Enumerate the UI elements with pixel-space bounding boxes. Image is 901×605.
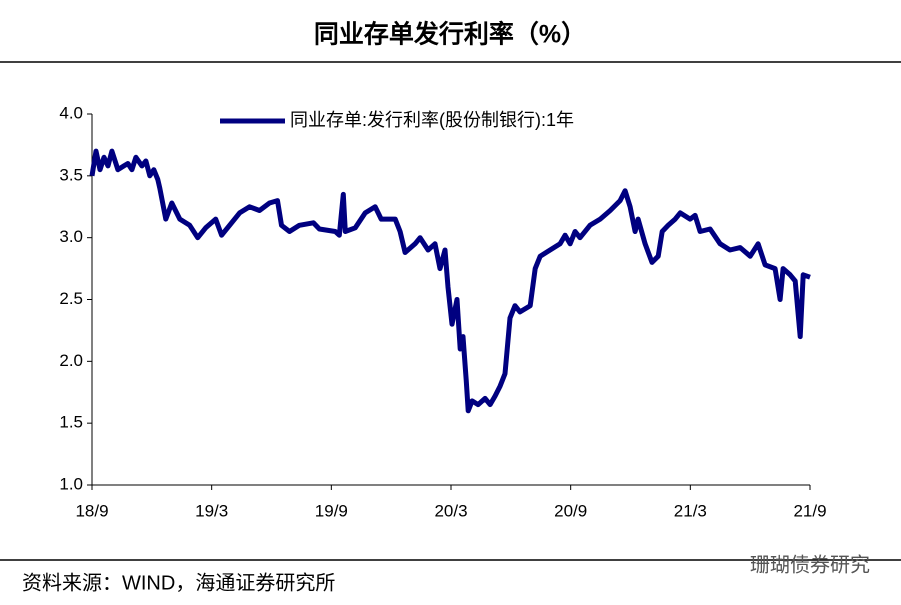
x-tick-label: 21/3 <box>674 501 707 520</box>
source-note: 资料来源：WIND，海通证券研究所 <box>22 571 335 594</box>
y-tick-label: 1.0 <box>59 474 83 493</box>
x-tick-label: 20/3 <box>434 501 467 520</box>
legend-label: 同业存单:发行利率(股份制银行):1年 <box>290 110 574 130</box>
watermark: 珊瑚债券研究 <box>750 553 870 576</box>
x-tick-label: 18/9 <box>75 501 108 520</box>
y-tick-label: 2.0 <box>59 351 83 370</box>
y-tick-label: 3.0 <box>59 227 83 246</box>
y-tick-label: 2.5 <box>59 289 83 308</box>
y-tick-label: 3.5 <box>59 165 83 184</box>
x-tick-label: 19/9 <box>315 501 348 520</box>
data-line <box>89 148 811 414</box>
x-tick-label: 20/9 <box>554 501 587 520</box>
y-tick-label: 1.5 <box>59 413 83 432</box>
chart-title: 同业存单发行利率（%） <box>314 20 586 49</box>
y-tick-label: 4.0 <box>59 103 83 122</box>
x-tick-label: 21/9 <box>793 501 826 520</box>
x-tick-label: 19/3 <box>195 501 228 520</box>
